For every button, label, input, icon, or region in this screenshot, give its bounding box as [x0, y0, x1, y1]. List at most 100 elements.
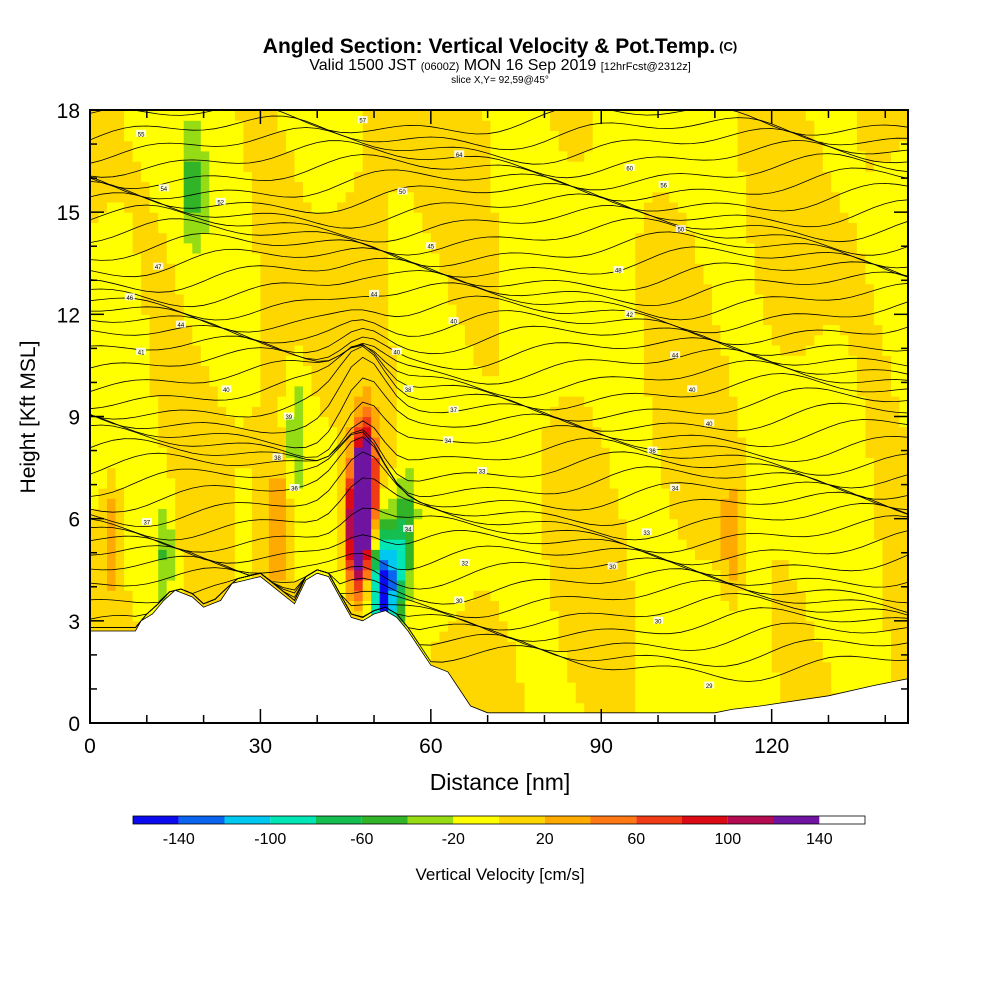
- velocity-cell: [294, 253, 304, 264]
- velocity-cell: [499, 253, 509, 264]
- velocity-cell: [260, 201, 270, 213]
- velocity-cell: [558, 559, 568, 571]
- velocity-cell: [303, 120, 313, 131]
- velocity-cell: [618, 426, 628, 438]
- velocity-cell: [737, 212, 747, 223]
- velocity-cell: [703, 396, 713, 407]
- velocity-cell: [277, 110, 287, 121]
- velocity-cell: [371, 600, 381, 612]
- velocity-cell: [746, 549, 756, 561]
- velocity-cell: [584, 171, 594, 183]
- velocity-cell: [618, 181, 628, 193]
- velocity-cell: [780, 692, 790, 704]
- velocity-cell: [626, 508, 636, 520]
- velocity-cell: [371, 436, 381, 448]
- velocity-cell: [226, 293, 236, 305]
- velocity-cell: [575, 671, 585, 683]
- velocity-cell: [482, 130, 492, 142]
- velocity-cell: [763, 304, 773, 315]
- velocity-cell: [354, 488, 364, 499]
- velocity-cell: [439, 610, 449, 622]
- velocity-cell: [541, 651, 551, 663]
- velocity-cell: [303, 232, 313, 244]
- velocity-cell: [652, 692, 662, 704]
- velocity-cell: [729, 651, 739, 663]
- velocity-cell: [473, 692, 483, 704]
- velocity-cell: [729, 110, 739, 121]
- velocity-cell: [396, 263, 406, 274]
- velocity-cell: [592, 334, 602, 346]
- velocity-cell: [439, 661, 449, 673]
- velocity-cell: [303, 447, 313, 458]
- velocity-cell: [482, 253, 492, 264]
- velocity-cell: [141, 436, 151, 448]
- velocity-cell: [499, 365, 509, 377]
- velocity-cell: [90, 457, 100, 469]
- velocity-cell: [149, 161, 159, 172]
- velocity-cell: [703, 539, 713, 550]
- velocity-cell: [422, 477, 432, 489]
- velocity-cell: [200, 191, 210, 203]
- velocity-cell: [379, 120, 389, 131]
- velocity-cell: [703, 161, 713, 172]
- velocity-cell: [464, 130, 474, 142]
- velocity-cell: [362, 161, 372, 172]
- velocity-cell: [737, 539, 747, 550]
- velocity-cell: [371, 140, 381, 152]
- velocity-cell: [712, 314, 722, 326]
- velocity-cell: [251, 283, 261, 295]
- velocity-cell: [626, 334, 636, 346]
- velocity-cell: [277, 140, 287, 152]
- velocity-cell: [516, 355, 526, 366]
- velocity-cell: [175, 304, 185, 315]
- velocity-cell: [362, 416, 372, 428]
- velocity-cell: [286, 253, 296, 264]
- velocity-cell: [712, 549, 722, 561]
- velocity-cell: [729, 702, 739, 714]
- velocity-cell: [107, 488, 117, 499]
- velocity-cell: [456, 324, 466, 336]
- velocity-cell: [507, 293, 517, 305]
- velocity-cell: [490, 549, 500, 561]
- velocity-cell: [499, 273, 509, 285]
- velocity-cell: [456, 130, 466, 142]
- velocity-cell: [286, 416, 296, 428]
- velocity-cell: [303, 528, 313, 540]
- velocity-cell: [405, 549, 415, 561]
- velocity-cell: [379, 447, 389, 458]
- velocity-cell: [524, 539, 534, 550]
- velocity-cell: [558, 201, 568, 213]
- velocity-cell: [251, 161, 261, 172]
- velocity-cell: [98, 242, 108, 254]
- velocity-cell: [166, 283, 176, 295]
- velocity-cell: [396, 365, 406, 377]
- velocity-cell: [320, 191, 330, 203]
- velocity-cell: [132, 498, 142, 509]
- velocity-cell: [405, 375, 415, 387]
- velocity-cell: [541, 590, 551, 601]
- velocity-cell: [771, 477, 781, 489]
- velocity-cell: [422, 508, 432, 520]
- velocity-cell: [124, 447, 134, 458]
- velocity-cell: [499, 222, 509, 234]
- velocity-cell: [430, 110, 440, 121]
- velocity-cell: [797, 580, 807, 591]
- velocity-cell: [516, 447, 526, 458]
- velocity-cell: [575, 385, 585, 397]
- velocity-cell: [320, 304, 330, 315]
- velocity-cell: [686, 467, 696, 479]
- velocity-cell: [234, 150, 244, 162]
- velocity-cell: [90, 488, 100, 499]
- velocity-cell: [720, 171, 730, 183]
- velocity-cell: [320, 314, 330, 326]
- velocity-cell: [260, 283, 270, 295]
- velocity-cell: [797, 610, 807, 622]
- velocity-cell: [268, 467, 278, 479]
- velocity-cell: [567, 161, 577, 172]
- velocity-cell: [124, 161, 134, 172]
- velocity-cell: [720, 518, 730, 530]
- velocity-cell: [158, 477, 168, 489]
- velocity-cell: [158, 242, 168, 254]
- velocity-cell: [558, 222, 568, 234]
- velocity-cell: [626, 324, 636, 336]
